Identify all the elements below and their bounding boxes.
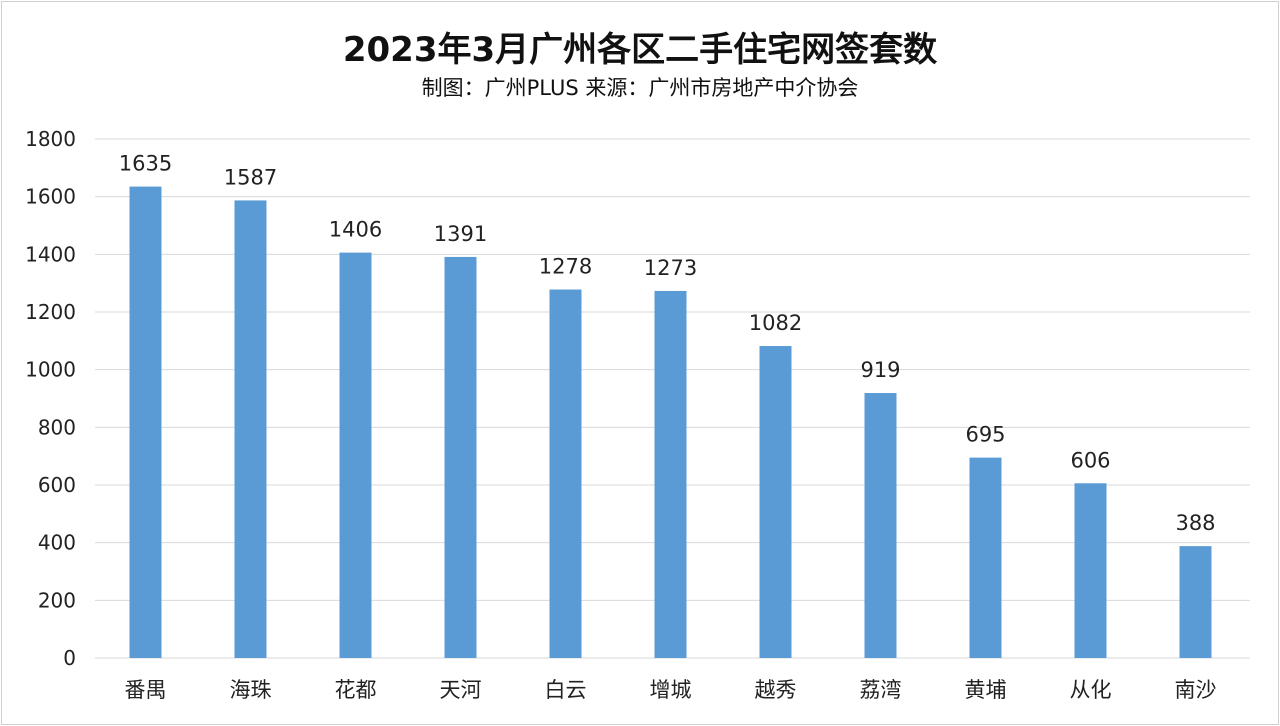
x-tick-label: 黄埔 xyxy=(965,678,1007,702)
y-tick-label: 200 xyxy=(38,588,76,612)
data-label: 1273 xyxy=(644,256,697,280)
x-tick-label: 南沙 xyxy=(1175,678,1217,702)
x-tick-label: 荔湾 xyxy=(860,678,902,702)
data-label: 1587 xyxy=(224,165,277,189)
x-tick-label: 花都 xyxy=(335,678,377,702)
data-label: 1406 xyxy=(329,218,382,242)
bar xyxy=(234,200,267,659)
x-tick-label: 越秀 xyxy=(755,678,797,702)
y-tick-label: 1800 xyxy=(25,127,76,151)
bar xyxy=(129,186,162,658)
bar xyxy=(969,457,1002,658)
x-tick-label: 白云 xyxy=(545,678,587,702)
y-tick-label: 1000 xyxy=(25,358,76,382)
bar xyxy=(339,252,372,658)
x-tick-label: 增城 xyxy=(650,678,692,702)
bar xyxy=(759,346,792,658)
data-label: 388 xyxy=(1175,511,1215,535)
y-tick-label: 400 xyxy=(38,531,76,555)
chart-subtitle: 制图：广州PLUS 来源：广州市房地产中介协会 xyxy=(421,76,859,100)
y-tick-label: 800 xyxy=(38,415,76,439)
data-label: 1082 xyxy=(749,311,802,335)
y-tick-label: 1400 xyxy=(25,242,76,266)
x-tick-label: 天河 xyxy=(440,678,482,702)
data-label: 1278 xyxy=(539,255,592,279)
x-tick-label: 从化 xyxy=(1070,678,1112,702)
y-tick-label: 0 xyxy=(63,646,76,670)
y-tick-label: 1600 xyxy=(25,185,76,209)
bar xyxy=(1074,483,1107,658)
bar xyxy=(864,393,897,658)
bar xyxy=(1179,546,1212,658)
data-label: 1635 xyxy=(119,152,172,176)
data-label: 695 xyxy=(965,423,1005,447)
data-label: 1391 xyxy=(434,222,487,246)
bar xyxy=(549,289,582,658)
chart-title: 2023年3月广州各区二手住宅网签套数 xyxy=(342,30,938,70)
y-tick-label: 600 xyxy=(38,473,76,497)
bar xyxy=(654,290,687,658)
data-label: 919 xyxy=(860,358,900,382)
bar xyxy=(444,256,477,658)
y-tick-label: 1200 xyxy=(25,300,76,324)
x-tick-label: 番禺 xyxy=(125,678,167,702)
data-label: 606 xyxy=(1070,448,1110,472)
x-tick-label: 海珠 xyxy=(230,678,272,702)
